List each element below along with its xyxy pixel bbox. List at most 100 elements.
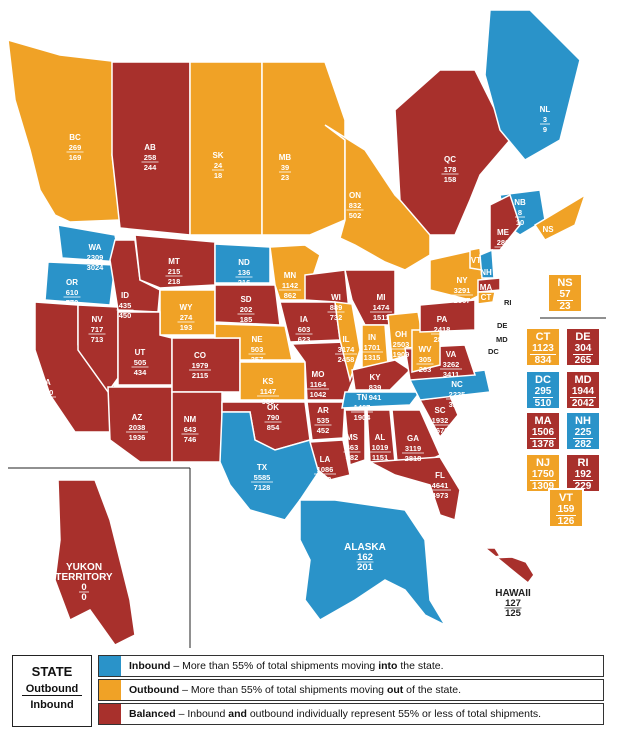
region-hawaii	[482, 547, 535, 585]
region-inbound-on: 502	[349, 211, 362, 220]
legend-text-inbound: Inbound – More than 55% of total shipmen…	[129, 660, 444, 672]
region-code-id: ID	[121, 291, 129, 300]
legend-row-outbound: Outbound – More than 55% of total shipme…	[98, 679, 604, 701]
region-alaska	[299, 499, 447, 627]
region-code-ar: AR	[317, 406, 329, 415]
region-code-sk: SK	[212, 151, 223, 160]
region-yukon-territory	[54, 479, 136, 646]
box-code: RI	[577, 457, 589, 469]
region-code-mn: MN	[284, 271, 297, 280]
region-shapes	[7, 9, 587, 646]
region-inbound-wv: 263	[419, 365, 432, 374]
region-inbound-ca: 6918	[37, 398, 54, 407]
box-inbound: 23	[559, 301, 571, 312]
callout-labels: RI DE MD DC	[488, 298, 512, 356]
region-code-ga: GA	[407, 434, 419, 443]
region-code-alaska: ALASKA	[344, 542, 386, 553]
box-outbound: 192	[572, 469, 594, 481]
box-outbound: 1506	[529, 427, 557, 439]
region-inbound-mo: 1042	[310, 390, 327, 399]
region-code-sd: SD	[240, 295, 251, 304]
region-outbound-ia: 603	[298, 325, 311, 334]
region-bc	[7, 38, 121, 223]
region-outbound-ar: 535	[317, 416, 330, 425]
region-code-ne: NE	[251, 335, 263, 344]
region-ne	[214, 323, 293, 361]
region-code-wv: WV	[419, 345, 433, 354]
region-outbound-mt: 215	[168, 267, 181, 276]
region-inbound-pa: 2840	[434, 335, 451, 344]
region-inbound-oh: 1909	[393, 350, 410, 359]
region-ab	[111, 61, 191, 236]
region-code-ks: KS	[262, 377, 274, 386]
region-nl	[484, 9, 581, 161]
region-code-ct: CT	[481, 293, 492, 302]
region-code-mo: MO	[312, 370, 325, 379]
region-outbound-nm: 643	[184, 425, 197, 434]
callout-dc: DC	[488, 347, 499, 356]
region-outbound-hawaii: 127	[505, 598, 521, 609]
box-ma: MA 1506 1378	[525, 411, 561, 451]
region-code-il: IL	[342, 335, 349, 344]
region-or	[44, 261, 116, 306]
box-inbound: 229	[574, 481, 592, 492]
region-outbound-wi: 889	[330, 303, 343, 312]
region-inbound-sk: 18	[214, 171, 222, 180]
box-ct: CT 1123 834	[525, 327, 561, 367]
region-outbound-sd: 202	[240, 305, 253, 314]
box-code: NJ	[535, 457, 551, 469]
region-inbound-ne: 357	[251, 355, 264, 364]
region-outbound-or: 610	[66, 288, 79, 297]
region-code-ms: MS	[346, 433, 359, 442]
region-outbound-bc: 269	[69, 143, 82, 152]
region-outbound-az: 2038	[129, 423, 146, 432]
region-code-al: AL	[375, 433, 386, 442]
region-code-bc: BC	[69, 133, 81, 142]
region-inbound-tx: 7128	[254, 483, 271, 492]
region-inbound-nd: 216	[238, 278, 251, 287]
region-code-sc: SC	[434, 406, 445, 415]
region-outbound-wy: 274	[180, 313, 193, 322]
region-outbound-ks: 1147	[260, 387, 276, 396]
region-code-va: VA	[446, 350, 457, 359]
region-code-ok: OK	[267, 403, 279, 412]
region-tx	[219, 411, 321, 521]
box-code: NS	[557, 277, 573, 289]
box-code: MA	[534, 415, 552, 427]
region-inbound-tn: 1904	[354, 413, 372, 422]
region-inbound-wi: 732	[330, 313, 343, 322]
region-inbound-sd: 185	[240, 315, 253, 324]
region-outbound-sc: 1932	[432, 416, 449, 425]
region-code-wy: WY	[180, 303, 194, 312]
region-outbound-wa: 2309	[87, 253, 104, 262]
region-code-ky: KY	[369, 373, 381, 382]
region-inbound-yukon-territory: 0	[81, 592, 86, 603]
region-code-hawaii: HAWAII	[495, 588, 531, 599]
region-ar	[306, 401, 346, 441]
region-outbound-mb: 39	[281, 163, 289, 172]
box-dc: DC 295 510	[525, 370, 561, 410]
region-code-nc: NC	[451, 380, 463, 389]
region-code-ab: AB	[144, 143, 156, 152]
region-tn	[341, 391, 422, 409]
region-inbound-ar: 452	[317, 426, 330, 435]
region-code-mt: MT	[168, 257, 180, 266]
region-code-nd: ND	[238, 258, 250, 267]
region-ks	[239, 361, 306, 401]
legend-text-balanced: Balanced – Inbound and outbound individu…	[129, 708, 542, 720]
region-inbound-qc: 158	[444, 175, 457, 184]
box-outbound: 159	[555, 504, 577, 516]
legend-row-balanced: Balanced – Inbound and outbound individu…	[98, 703, 604, 725]
region-code-az: AZ	[132, 413, 143, 422]
region-outbound-ga: 3119	[405, 444, 421, 453]
region-outbound-va: 3262	[443, 360, 460, 369]
region-outbound-ca: 5960	[37, 388, 54, 397]
region-outbound-ab: 258	[144, 153, 157, 162]
region-code-ut: UT	[135, 348, 146, 357]
region-nd	[214, 243, 271, 284]
region-code-nh: NH	[480, 268, 492, 277]
region-code-qc: QC	[444, 155, 456, 164]
region-outbound-mi: 1474	[373, 303, 391, 312]
region-outbound-tn: 1467	[354, 403, 371, 412]
